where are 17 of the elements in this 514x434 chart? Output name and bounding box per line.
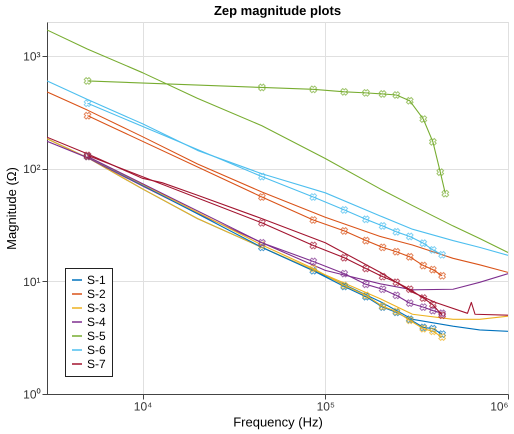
y-tick-label: 10¹	[23, 274, 41, 289]
x-tick-label: 10⁴	[134, 400, 152, 414]
y-tick-label: 10³	[23, 49, 41, 64]
legend-label: S-6	[87, 343, 106, 357]
y-tick-label: 10²	[23, 162, 41, 176]
y-tick-label: 10⁰	[23, 388, 40, 402]
x-tick-label: 10⁵	[316, 400, 335, 414]
x-tick-label: 10⁶	[490, 400, 509, 414]
legend-label: S-5	[87, 329, 106, 343]
y-axis-title: Magnitude (Ω)	[4, 167, 20, 250]
legend-label: S-7	[87, 357, 106, 371]
chart-title: Zep magnitude plots	[214, 3, 342, 18]
legend-label: S-1	[87, 273, 106, 287]
x-axis-title: Frequency (Hz)	[233, 414, 323, 430]
legend-label: S-3	[87, 301, 106, 315]
legend-label: S-2	[87, 287, 106, 301]
legend-label: S-4	[87, 315, 106, 329]
